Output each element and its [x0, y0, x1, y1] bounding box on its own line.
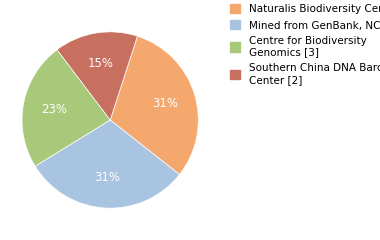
Text: 23%: 23%	[41, 103, 67, 116]
Wedge shape	[110, 36, 198, 174]
Legend: Naturalis Biodiversity Center [4], Mined from GenBank, NCBI [4], Centre for Biod: Naturalis Biodiversity Center [4], Mined…	[230, 4, 380, 85]
Text: 31%: 31%	[152, 97, 178, 110]
Text: 31%: 31%	[94, 171, 120, 184]
Text: 15%: 15%	[88, 57, 114, 70]
Wedge shape	[35, 120, 179, 208]
Wedge shape	[22, 50, 110, 166]
Wedge shape	[57, 32, 138, 120]
